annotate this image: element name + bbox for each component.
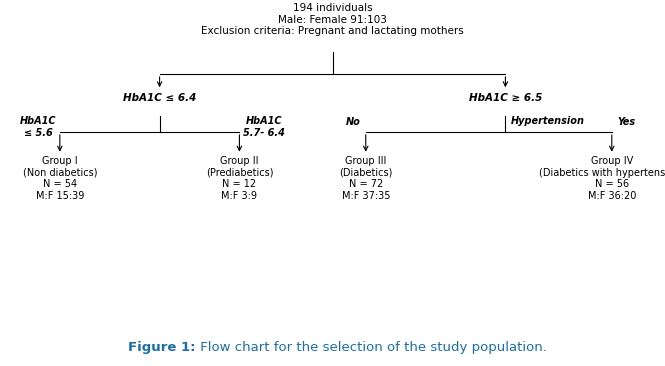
Text: Group II
(Prediabetics)
N = 12
M:F 3:9: Group II (Prediabetics) N = 12 M:F 3:9	[205, 156, 273, 201]
Text: Flow chart for the selection of the study population.: Flow chart for the selection of the stud…	[196, 341, 547, 354]
Text: HbA1C
≤ 5.6: HbA1C ≤ 5.6	[20, 116, 57, 138]
Text: Group III
(Diabetics)
N = 72
M:F 37:35: Group III (Diabetics) N = 72 M:F 37:35	[339, 156, 392, 201]
Text: Yes: Yes	[617, 117, 635, 127]
Text: 194 individuals
Male: Female 91:103
Exclusion criteria: Pregnant and lactating m: 194 individuals Male: Female 91:103 Excl…	[201, 3, 464, 37]
Text: HbA1C ≥ 6.5: HbA1C ≥ 6.5	[469, 93, 542, 104]
Text: Group IV
(Diabetics with hypertension)
N = 56
M:F 36:20: Group IV (Diabetics with hypertension) N…	[539, 156, 665, 201]
Text: HbA1C ≤ 6.4: HbA1C ≤ 6.4	[123, 93, 196, 104]
Text: Figure 1:: Figure 1:	[128, 341, 196, 354]
Text: No: No	[346, 117, 360, 127]
Text: HbA1C
5.7- 6.4: HbA1C 5.7- 6.4	[243, 116, 285, 138]
Text: Hypertension: Hypertension	[511, 116, 585, 126]
Text: Group I
(Non diabetics)
N = 54
M:F 15:39: Group I (Non diabetics) N = 54 M:F 15:39	[23, 156, 97, 201]
